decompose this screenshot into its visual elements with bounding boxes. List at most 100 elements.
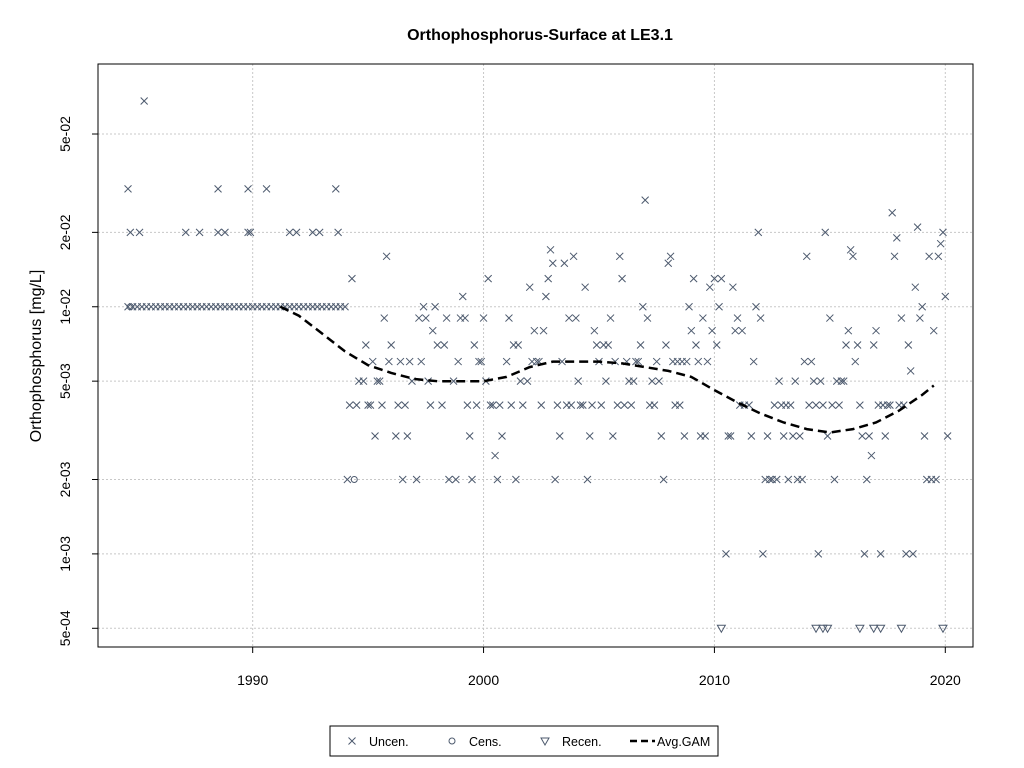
- point-uncensored: [345, 401, 354, 409]
- point-uncensored: [442, 314, 451, 322]
- point-uncensored: [835, 401, 843, 409]
- point-uncensored: [775, 377, 783, 386]
- point-uncensored: [733, 314, 742, 322]
- point-uncensored: [426, 401, 435, 409]
- legend-label: Cens.: [469, 735, 502, 749]
- point-uncensored: [525, 283, 534, 292]
- point-uncensored: [729, 283, 737, 292]
- point-uncensored: [685, 302, 693, 311]
- point-uncensored: [620, 401, 629, 409]
- point-uncensored: [858, 432, 867, 440]
- point-uncensored: [795, 432, 804, 440]
- point-censored: [126, 303, 134, 311]
- point-uncensored: [608, 432, 617, 440]
- point-uncensored: [934, 252, 943, 261]
- point-uncensored: [641, 196, 650, 205]
- point-uncensored: [708, 326, 716, 335]
- point-uncensored: [597, 401, 606, 409]
- point-uncensored: [385, 357, 393, 366]
- point-uncensored: [512, 475, 520, 484]
- point-uncensored: [715, 302, 723, 311]
- point-uncensored: [181, 228, 190, 237]
- point-uncensored: [911, 283, 920, 292]
- point-uncensored: [572, 314, 580, 322]
- point-uncensored: [454, 357, 463, 366]
- point-uncensored: [352, 401, 361, 409]
- point-uncensored: [897, 314, 906, 322]
- point-uncensored: [664, 259, 673, 268]
- point-uncensored: [475, 357, 483, 366]
- point-uncensored: [830, 475, 839, 484]
- point-uncensored: [731, 326, 740, 335]
- point-uncensored: [765, 475, 774, 484]
- point-uncensored: [821, 228, 830, 237]
- point-uncensored: [445, 475, 453, 484]
- grid: [98, 64, 973, 647]
- point-uncensored: [371, 432, 379, 440]
- point-uncensored: [565, 314, 573, 322]
- point-uncensored: [484, 274, 493, 283]
- point-uncensored: [449, 377, 458, 386]
- point-uncensored: [784, 475, 793, 484]
- point-uncensored: [659, 475, 668, 484]
- point-uncensored: [488, 401, 497, 409]
- point-recensored: [822, 624, 833, 634]
- point-uncensored: [428, 326, 437, 335]
- point-uncensored: [856, 401, 864, 409]
- point-uncensored: [364, 401, 372, 409]
- point-uncensored: [419, 302, 428, 311]
- point-uncensored: [752, 302, 760, 311]
- point-uncensored: [786, 401, 795, 409]
- point-uncensored: [378, 401, 386, 409]
- point-censored: [350, 475, 358, 483]
- point-uncensored: [505, 314, 513, 322]
- point-uncensored: [726, 432, 735, 440]
- point-uncensored: [458, 292, 467, 301]
- point-uncensored: [507, 401, 516, 409]
- point-uncensored: [590, 326, 599, 335]
- point-uncensored: [583, 475, 592, 484]
- point-uncensored: [195, 228, 204, 237]
- point-uncensored: [892, 234, 901, 242]
- point-uncensored: [424, 377, 432, 386]
- point-uncensored: [408, 377, 416, 386]
- point-uncensored: [472, 401, 481, 409]
- point-uncensored: [772, 475, 781, 484]
- point-uncensored: [652, 357, 661, 366]
- legend-label: Avg.GAM: [657, 735, 710, 749]
- point-uncensored: [666, 252, 675, 261]
- point-uncensored: [932, 475, 940, 484]
- point-uncensored: [636, 341, 645, 349]
- point-uncensored: [802, 252, 811, 261]
- point-uncensored: [592, 341, 601, 349]
- point-uncensored: [655, 377, 663, 386]
- legend-marker-censored: [448, 737, 456, 745]
- point-uncensored: [518, 401, 527, 409]
- point-uncensored: [872, 326, 880, 335]
- point-uncensored: [819, 401, 827, 409]
- point-uncensored: [544, 274, 553, 283]
- point-uncensored: [502, 357, 511, 366]
- point-uncensored: [463, 401, 472, 409]
- point-recensored: [818, 624, 828, 634]
- point-uncensored: [581, 283, 589, 292]
- point-uncensored: [943, 432, 952, 440]
- point-uncensored: [516, 377, 525, 386]
- point-uncensored: [421, 314, 430, 322]
- point-uncensored: [546, 245, 555, 254]
- gam-line: [279, 305, 935, 434]
- point-uncensored: [615, 252, 624, 261]
- point-uncensored: [348, 274, 356, 283]
- y-tick-label: 2e-02: [57, 214, 73, 250]
- point-uncensored: [738, 326, 746, 335]
- point-uncensored: [438, 401, 446, 409]
- point-uncensored: [632, 357, 640, 366]
- point-uncensored: [865, 432, 873, 440]
- point-uncensored: [398, 475, 407, 484]
- point-uncensored: [403, 432, 412, 440]
- point-uncensored: [391, 432, 400, 440]
- point-uncensored: [468, 475, 476, 484]
- point-uncensored: [916, 314, 924, 322]
- point-uncensored: [823, 432, 832, 440]
- x-tick-label: 2020: [930, 672, 961, 688]
